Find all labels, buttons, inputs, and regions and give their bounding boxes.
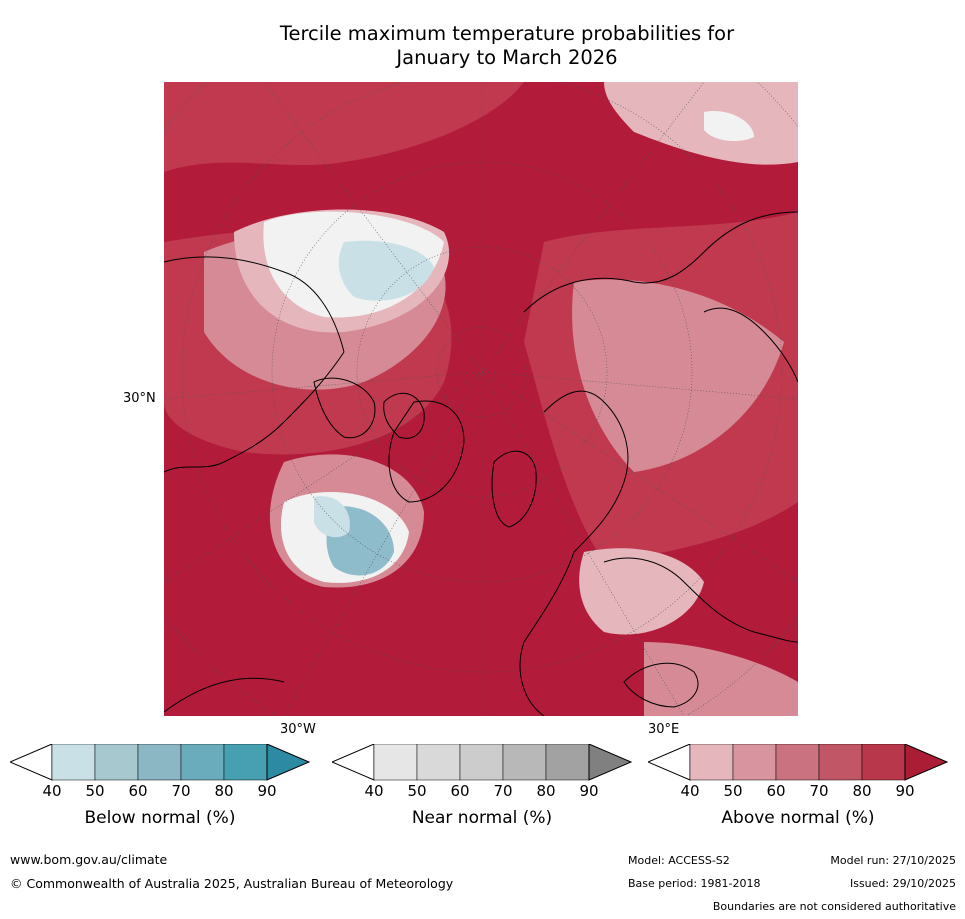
cbar-below-tick-60: 60 [128, 782, 148, 800]
colorbar-below-svg [8, 743, 311, 781]
cbar-below-seg-4 [180, 743, 225, 781]
cbar-above-seg-4 [818, 743, 863, 781]
footer-disclaimer: Boundaries are not considered authoritat… [712, 900, 956, 913]
cbar-above-tick-60: 60 [766, 782, 786, 800]
lon-label-30w: 30°W [280, 722, 316, 737]
colorbar-below-normal [8, 743, 311, 786]
probability-map [164, 82, 798, 716]
map-svg [164, 82, 798, 716]
cbar-above-tick-40: 40 [680, 782, 700, 800]
cbar-near-seg-1 [373, 743, 418, 781]
cbar-above-seg-5 [861, 743, 906, 781]
region-above-light-4 [644, 642, 798, 716]
footer-copyright: © Commonwealth of Australia 2025, Austra… [10, 876, 454, 891]
footer-base-period: Base period: 1981-2018 [628, 877, 761, 890]
region-below-1 [338, 240, 434, 301]
cbar-above-arrow-right [904, 743, 949, 781]
region-above-mid-1 [164, 82, 524, 172]
cbar-below-seg-5 [223, 743, 268, 781]
colorbar-near-normal [330, 743, 633, 786]
region-near-3 [704, 111, 754, 142]
cbar-below-tick-80: 80 [214, 782, 234, 800]
cbar-near-tick-50: 50 [407, 782, 427, 800]
cbar-below-seg-3 [137, 743, 182, 781]
cbar-above-seg-3 [775, 743, 820, 781]
graticule [164, 82, 798, 716]
cbar-above-label: Above normal (%) [721, 808, 875, 828]
region-above-pale-3 [579, 548, 704, 635]
cbar-below-arrow-right [266, 743, 311, 781]
cbar-near-seg-2 [416, 743, 461, 781]
cbar-above-tick-90: 90 [895, 782, 915, 800]
colorbar-above-svg [646, 743, 949, 781]
lon-label-30e: 30°E [648, 722, 680, 737]
map-title: Tercile maximum temperature probabilitie… [160, 22, 854, 70]
cbar-below-tick-50: 50 [85, 782, 105, 800]
cbar-near-tick-60: 60 [450, 782, 470, 800]
cbar-above-tick-80: 80 [852, 782, 872, 800]
region-above-pale-2 [604, 82, 798, 165]
cbar-above-tick-70: 70 [809, 782, 829, 800]
cbar-above-seg-2 [732, 743, 777, 781]
lat-label-30n: 30°N [123, 391, 156, 406]
colorbar-near-svg [330, 743, 633, 781]
cbar-near-arrow-right [588, 743, 633, 781]
cbar-above-seg-1 [689, 743, 734, 781]
cbar-below-tick-40: 40 [42, 782, 62, 800]
footer-website: www.bom.gov.au/climate [10, 852, 168, 867]
cbar-near-seg-4 [502, 743, 547, 781]
cbar-below-seg-1 [51, 743, 96, 781]
cbar-near-tick-40: 40 [364, 782, 384, 800]
cbar-near-tick-90: 90 [579, 782, 599, 800]
cbar-below-tick-90: 90 [257, 782, 277, 800]
footer-model-run: Model run: 27/10/2025 [830, 854, 956, 867]
cbar-near-seg-3 [459, 743, 504, 781]
cbar-below-seg-2 [94, 743, 139, 781]
cbar-near-tick-80: 80 [536, 782, 556, 800]
coastlines [164, 211, 798, 716]
cbar-near-seg-5 [545, 743, 590, 781]
cbar-near-label: Near normal (%) [411, 808, 553, 828]
cbar-near-tick-70: 70 [493, 782, 513, 800]
region-below-3 [314, 496, 350, 538]
title-line-2: January to March 2026 [396, 46, 618, 69]
footer-issued: Issued: 29/10/2025 [849, 877, 956, 890]
colorbar-above-normal [646, 743, 949, 786]
cbar-below-tick-70: 70 [171, 782, 191, 800]
title-line-1: Tercile maximum temperature probabilitie… [279, 22, 735, 45]
cbar-near-arrow-left [330, 743, 375, 781]
region-above-light-1 [572, 279, 784, 472]
cbar-above-tick-50: 50 [723, 782, 743, 800]
cbar-above-arrow-left [646, 743, 691, 781]
cbar-below-arrow-left [8, 743, 53, 781]
footer-model: Model: ACCESS-S2 [628, 854, 730, 867]
cbar-below-label: Below normal (%) [84, 808, 236, 828]
